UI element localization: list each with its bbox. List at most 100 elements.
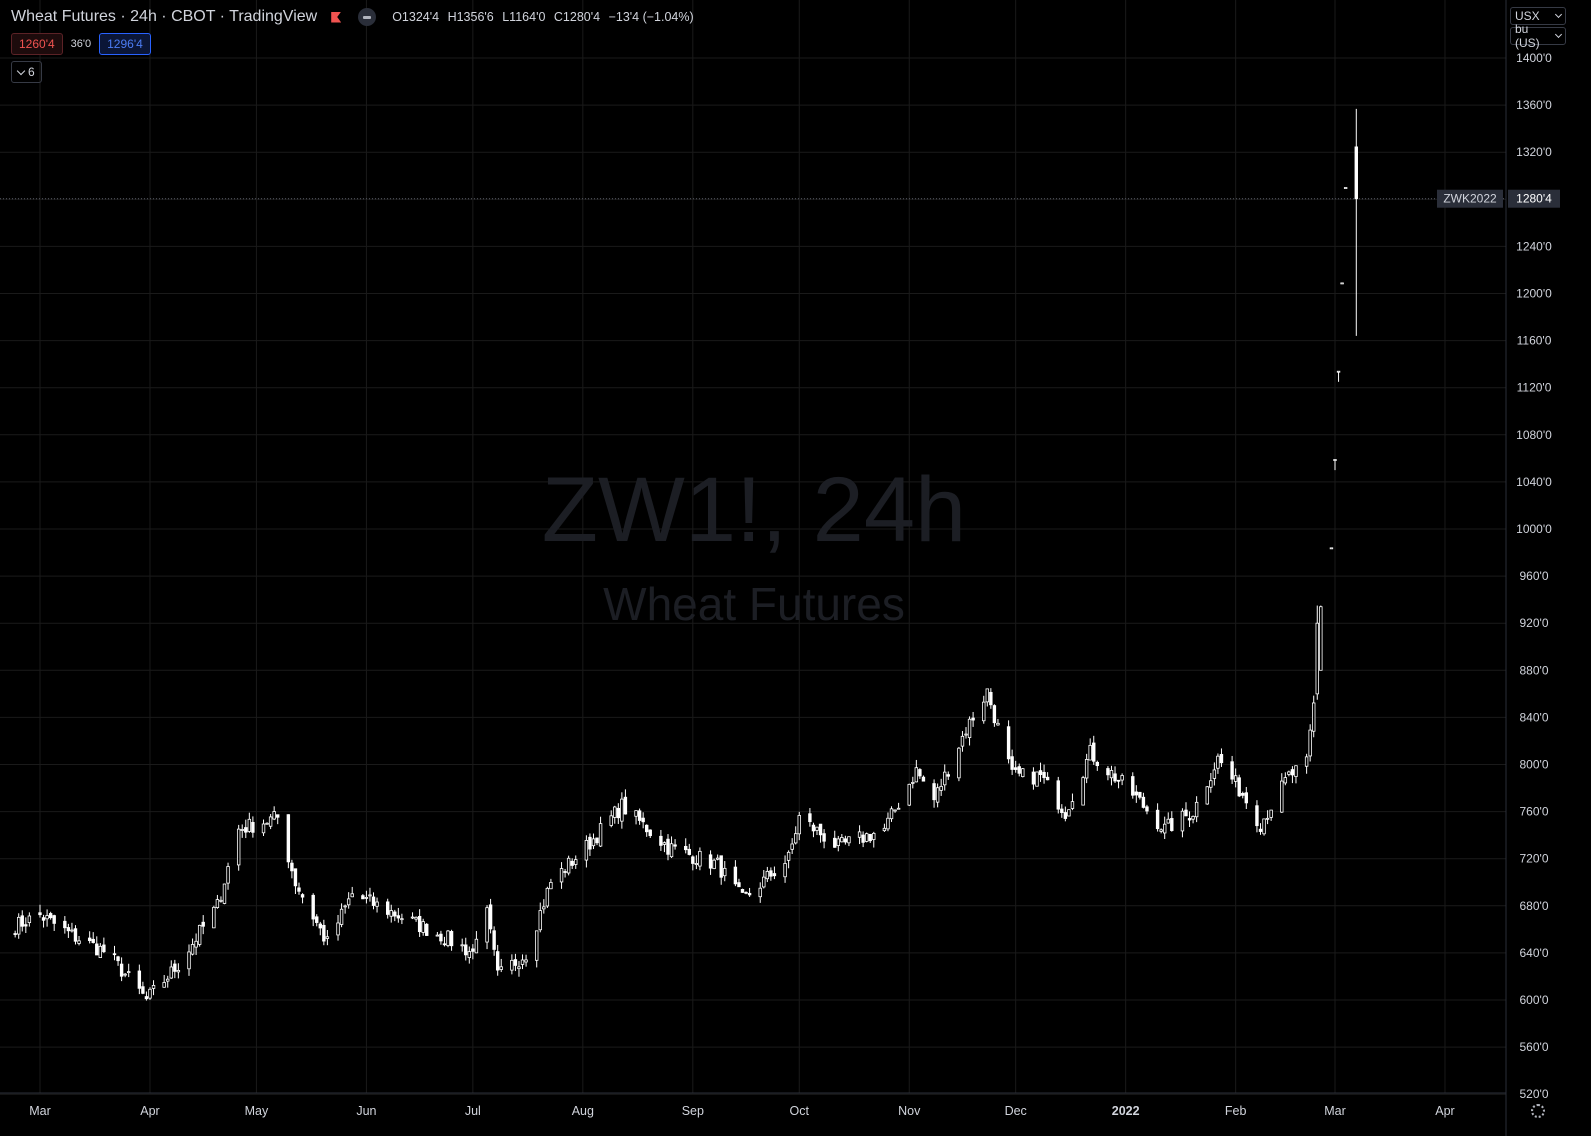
candle-body <box>808 813 812 823</box>
candle-body <box>843 838 848 843</box>
candle <box>708 850 713 875</box>
candle <box>1155 803 1160 832</box>
candle-body <box>375 901 379 907</box>
candle <box>932 779 936 808</box>
candle <box>1088 738 1092 761</box>
time-tick-label: Apr <box>140 1104 159 1118</box>
unit-value: bu (US) <box>1515 22 1540 50</box>
chevron-down-icon <box>16 66 26 75</box>
candle-body <box>609 815 613 826</box>
candle-body <box>343 905 347 908</box>
candle-body <box>1042 771 1046 779</box>
candle <box>400 913 404 925</box>
candle-body <box>864 833 869 842</box>
candle-body <box>222 883 227 904</box>
candle <box>144 991 149 1001</box>
candle-body <box>868 833 872 842</box>
candle-body <box>1131 776 1135 796</box>
candle-body <box>1304 756 1309 767</box>
sell-price-button[interactable]: 1260'4 <box>11 33 63 55</box>
candle-body <box>669 843 674 858</box>
time-tick-label: Feb <box>1225 1104 1247 1118</box>
candle-body <box>201 921 205 927</box>
candle <box>673 839 677 850</box>
candle <box>833 830 837 848</box>
candle <box>325 930 330 946</box>
candle-body <box>861 834 865 843</box>
candle-body <box>715 857 720 860</box>
price-tick-label: 720'0 <box>1520 852 1549 866</box>
price-axis[interactable]: 1400'01360'01320'01280'01240'01200'01160… <box>1516 51 1552 1101</box>
candle <box>251 816 255 838</box>
candle <box>960 731 965 752</box>
candle-body <box>1038 770 1043 776</box>
candle <box>1081 775 1085 806</box>
candle <box>1333 459 1337 471</box>
candle <box>215 894 220 909</box>
candle <box>620 792 624 829</box>
candle-body <box>322 924 326 942</box>
candle <box>393 909 397 922</box>
time-tick-label: Jul <box>465 1104 481 1118</box>
time-tick-label: Mar <box>29 1104 51 1118</box>
candle-body <box>1021 768 1025 778</box>
minus-icon[interactable] <box>358 8 377 26</box>
candle-body <box>449 931 454 947</box>
candle <box>1162 816 1167 840</box>
candle-body <box>126 971 131 974</box>
flag-icon[interactable] <box>331 11 342 23</box>
candle-body <box>1141 796 1146 808</box>
unit-select[interactable]: bu (US) <box>1510 22 1566 50</box>
candle-body <box>1269 809 1273 818</box>
candle-body <box>1063 812 1068 819</box>
grid-lines <box>0 0 1506 1095</box>
candle <box>733 860 738 887</box>
candle-body <box>758 887 762 898</box>
buy-price-button[interactable]: 1296'4 <box>99 33 151 55</box>
candle-body <box>1138 791 1142 798</box>
candle-body <box>549 882 553 890</box>
candle <box>240 824 244 838</box>
candle-body <box>769 870 773 877</box>
candle <box>336 914 340 941</box>
candle-body <box>648 829 652 837</box>
candle <box>723 861 727 882</box>
candle-body <box>410 916 415 919</box>
chart-legend[interactable]: Wheat Futures · 24h · CBOT · TradingView… <box>11 6 699 28</box>
candle-body <box>1166 818 1170 824</box>
watermark-description: Wheat Futures <box>603 578 905 630</box>
candle <box>1116 779 1121 789</box>
candle-body <box>1113 773 1117 782</box>
candle-body <box>644 824 649 833</box>
currency-select[interactable]: USX <box>1510 7 1566 25</box>
time-axis[interactable]: Mar Apr May Jun Jul Aug Sep Oct Nov Dec 2022 Feb Mar… <box>29 1104 1454 1118</box>
candle <box>1194 796 1199 823</box>
candle-body <box>63 920 67 929</box>
candle-body <box>1184 809 1188 817</box>
candle-body <box>513 959 518 966</box>
last-price-value-bg <box>1508 189 1560 208</box>
candle <box>790 838 794 855</box>
candle-body <box>1280 780 1284 813</box>
candle <box>63 916 67 934</box>
gear-icon[interactable] <box>1531 1104 1545 1118</box>
candle-body <box>1088 744 1092 761</box>
candle-body <box>24 924 28 927</box>
candle <box>1265 810 1270 825</box>
candle-body <box>435 934 440 937</box>
candle-body <box>641 817 645 823</box>
indicators-toggle-button[interactable]: 6 <box>11 61 42 83</box>
candle <box>563 868 567 878</box>
candle-body <box>1092 742 1096 762</box>
symbol-title[interactable]: Wheat Futures · 24h · CBOT · TradingView <box>11 8 318 25</box>
candle <box>1092 735 1096 765</box>
time-tick-label: May <box>245 1104 269 1118</box>
candle <box>1290 766 1295 784</box>
candles[interactable] <box>13 108 1358 1001</box>
candle <box>421 918 425 936</box>
candle-body <box>48 913 53 919</box>
candle <box>1329 547 1334 550</box>
candle-body <box>1205 786 1209 805</box>
candle-body <box>1265 817 1270 820</box>
